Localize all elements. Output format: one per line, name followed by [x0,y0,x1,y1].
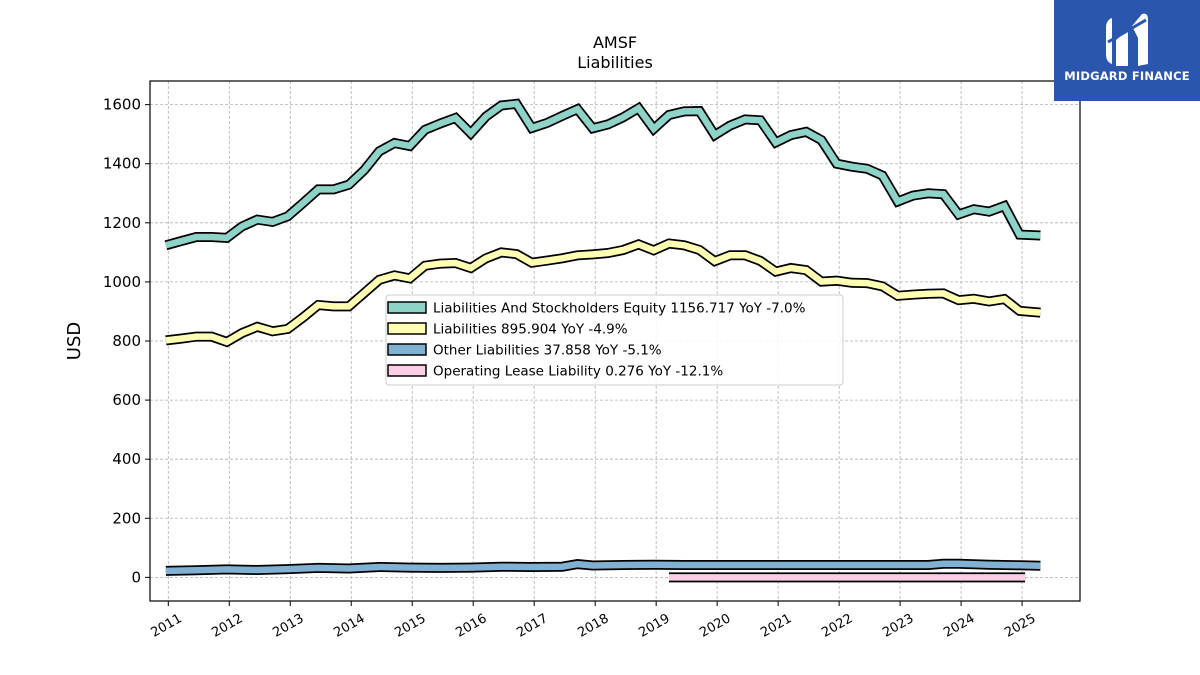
midgard-logo-icon [1106,13,1148,67]
y-tick-label: 0 [131,568,141,586]
x-tick-label: 2012 [209,611,245,641]
legend: Liabilities And Stockholders Equity 1156… [385,294,844,386]
chart-subtitle: Liabilities [577,53,653,72]
x-tick-label: 2013 [270,611,306,641]
y-tick-label: 200 [112,509,141,527]
y-tick-label: 1600 [103,96,141,114]
x-tick-label: 2016 [453,611,489,641]
brand-name: MIDGARD FINANCE [1064,69,1190,83]
midgard-finance-logo: MIDGARD FINANCE [1054,0,1200,101]
x-tick-label: 2011 [148,611,184,641]
x-tick-label: 2025 [1002,611,1038,641]
x-tick-label: 2024 [941,611,977,641]
legend-swatch [387,301,427,314]
y-tick-label: 1400 [103,155,141,173]
y-tick-label: 800 [112,332,141,350]
chart-title: AMSF [593,33,637,52]
x-axis: 2011 2012 2013 2014 2015 2016 2017 2018 2019 2020… [148,601,1038,641]
legend-swatch [387,343,427,356]
x-tick-label: 2014 [331,611,367,641]
series-line-liabilities [165,240,1041,346]
y-axis: 0 200 400 600 800 1000 1200 1400 1600 [103,96,150,586]
y-axis-label: USD [64,322,85,360]
y-tick-label: 1000 [103,273,141,291]
x-tick-label: 2022 [819,611,855,641]
legend-swatch [387,322,427,335]
x-tick-label: 2018 [575,611,611,641]
series-line-other-liabilities [165,560,1041,575]
x-tick-label: 2019 [636,611,672,641]
legend-label: Liabilities And Stockholders Equity 1156… [433,301,806,317]
y-tick-label: 400 [112,450,141,468]
legend-label: Other Liabilities 37.858 YoY -5.1% [433,343,662,359]
legend-label: Operating Lease Liability 0.276 YoY -12.… [433,364,723,380]
x-tick-label: 2017 [514,611,550,641]
y-tick-label: 1200 [103,214,141,232]
x-tick-label: 2020 [697,611,733,641]
legend-swatch [387,364,427,377]
series-layer [164,98,1041,583]
series-line-liabilities-and-stockholders-equity [165,100,1041,249]
y-tick-label: 600 [112,391,141,409]
x-tick-label: 2021 [758,611,794,641]
legend-label: Liabilities 895.904 YoY -4.9% [433,322,628,338]
legend-box [385,294,844,386]
x-tick-label: 2023 [880,611,916,641]
x-tick-label: 2015 [392,611,428,641]
